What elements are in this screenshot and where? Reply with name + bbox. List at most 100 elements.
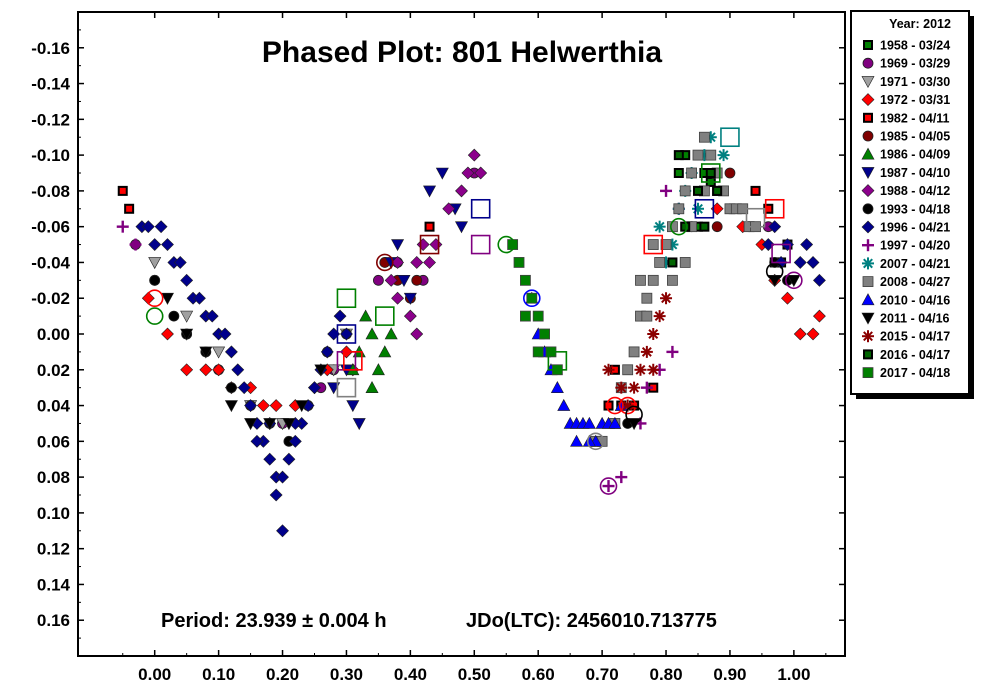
data-point (435, 167, 449, 180)
data-point (403, 309, 417, 323)
legend-label: 2016 - 04/17 (880, 348, 950, 362)
legend-label: 2008 - 04/27 (880, 275, 950, 289)
data-point-arm (648, 364, 659, 375)
y-tick-label: 0.00 (37, 325, 70, 344)
data-point (373, 274, 384, 286)
highlight-circle (523, 289, 541, 308)
highlight-square (336, 324, 357, 344)
legend-marker (861, 220, 875, 234)
data-point (282, 452, 296, 466)
data-point (686, 167, 697, 179)
legend-marker-inner (865, 114, 871, 121)
legend-label: 1985 - 04/05 (880, 130, 950, 144)
x-tick-label: 0.90 (713, 665, 746, 684)
data-point (667, 257, 678, 268)
highlight-square (374, 306, 395, 326)
legend-label: 2017 - 04/18 (880, 366, 950, 380)
legend-label: 1996 - 04/21 (880, 221, 950, 235)
highlight-square (694, 198, 715, 219)
data-point (647, 274, 659, 286)
data-point (705, 149, 717, 161)
x-tick-label: 0.40 (394, 665, 427, 684)
data-point (237, 381, 251, 395)
data-point (622, 364, 634, 376)
legend-label: 1993 - 04/18 (880, 202, 950, 216)
data-point-arm (654, 221, 665, 232)
data-point (224, 345, 238, 359)
highlight-square (336, 288, 357, 309)
highlight-square (771, 243, 791, 264)
highlight-square (343, 351, 363, 371)
highlight-circle (625, 405, 643, 424)
legend-label: 1972 - 03/31 (880, 93, 950, 107)
data-point (340, 327, 353, 341)
data-point-inner (682, 223, 689, 230)
x-tick-label: 0.30 (330, 665, 363, 684)
highlight-circle (606, 396, 624, 415)
highlight-circle (670, 217, 688, 236)
series-2011-04-16 (160, 275, 801, 431)
highlight-square (720, 127, 740, 148)
data-point (793, 256, 807, 269)
data-point (628, 346, 640, 358)
data-point (699, 221, 710, 232)
y-tick-label: 0.12 (37, 540, 70, 559)
data-point-inner (701, 223, 708, 230)
data-point (781, 291, 794, 305)
highlight-square (764, 198, 785, 219)
data-point (391, 291, 405, 305)
data-point (602, 363, 615, 376)
data-point-inner (694, 223, 701, 230)
y-tick-label: 0.06 (37, 432, 70, 451)
data-point (602, 480, 615, 493)
highlight-square (547, 351, 568, 371)
legend-label: 1986 - 04/09 (880, 148, 950, 162)
data-point (180, 310, 194, 323)
data-point (205, 309, 219, 323)
data-point-arm (654, 311, 665, 322)
data-point (615, 381, 628, 394)
data-point-arm (603, 364, 614, 375)
legend-label: 1997 - 04/20 (880, 239, 950, 253)
y-tick-label: -0.04 (31, 253, 70, 272)
legend-marker (861, 76, 875, 89)
data-point (667, 274, 678, 286)
data-point (673, 150, 684, 161)
legend-marker (861, 147, 875, 160)
highlight-circle (145, 289, 164, 308)
data-point (173, 256, 187, 269)
data-point (180, 273, 194, 287)
data-point (199, 363, 213, 377)
data-point (371, 363, 385, 376)
data-point (225, 382, 237, 394)
data-point-arm (661, 293, 671, 304)
x-axis: 0.00 0.10 0.20 0.30 0.40 0.50 0.60 0.70 0.80 0.90… (122, 12, 827, 684)
data-point (117, 185, 128, 196)
highlight-square (470, 198, 491, 219)
y-tick-label: 0.14 (37, 575, 71, 594)
data-point-arm (622, 400, 633, 411)
data-point (391, 256, 405, 269)
highlight-markers (145, 127, 803, 495)
data-point (698, 131, 710, 143)
data-point-inner (119, 187, 126, 194)
data-point (442, 202, 456, 216)
legend-label: 2015 - 04/17 (880, 330, 950, 344)
series-2016-04-17 (667, 150, 723, 268)
data-point (231, 363, 245, 377)
data-point (699, 168, 710, 178)
data-point (673, 203, 685, 215)
epoch-annotation: JDo(LTC): 2456010.713775 (466, 610, 717, 632)
data-point (679, 257, 691, 268)
data-point-inner (714, 187, 721, 194)
data-point (168, 310, 180, 322)
data-point (244, 399, 257, 412)
data-point (320, 345, 334, 359)
data-point (314, 364, 328, 377)
data-point (129, 238, 142, 251)
data-point (359, 309, 373, 322)
x-tick-label: 0.00 (138, 665, 171, 684)
data-point (397, 275, 411, 287)
data-point (333, 309, 347, 323)
data-point (660, 239, 672, 250)
